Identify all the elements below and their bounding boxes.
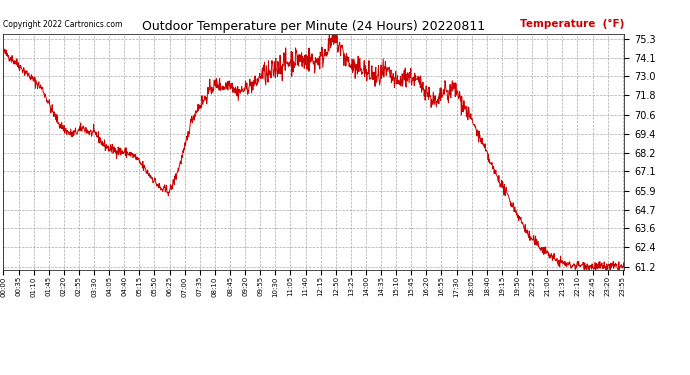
Text: Copyright 2022 Cartronics.com: Copyright 2022 Cartronics.com — [3, 20, 123, 29]
Text: Temperature  (°F): Temperature (°F) — [520, 19, 624, 29]
Title: Outdoor Temperature per Minute (24 Hours) 20220811: Outdoor Temperature per Minute (24 Hours… — [142, 20, 486, 33]
